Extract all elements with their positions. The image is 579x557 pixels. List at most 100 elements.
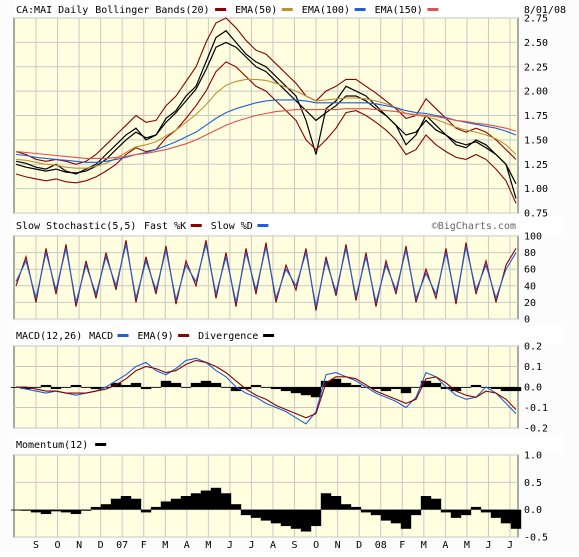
divergence-bar xyxy=(310,387,322,398)
divergence-bar xyxy=(480,509,492,513)
y-tick-label: 2.25 xyxy=(524,62,548,73)
divergence-bar xyxy=(400,509,412,529)
legend-label: EMA(150) xyxy=(375,5,423,16)
panels-layer xyxy=(13,0,564,538)
y-tick-label: 0.1 xyxy=(524,362,542,373)
panel-title: MACD(12,26) xyxy=(16,331,82,342)
x-tick-label: N xyxy=(335,540,341,551)
divergence-bar xyxy=(410,509,422,516)
divergence-bar xyxy=(150,506,162,510)
y-tick-label: 2.75 xyxy=(524,14,548,25)
panel-title: CA:MAI Daily xyxy=(16,5,88,16)
divergence-bar xyxy=(180,496,192,510)
divergence-bar xyxy=(340,504,352,510)
legend-label: Bollinger Bands(20) xyxy=(95,5,209,16)
divergence-bar xyxy=(390,509,402,524)
divergence-bar xyxy=(220,493,232,510)
divergence-bar xyxy=(420,380,432,387)
x-tick-label: O xyxy=(55,540,61,551)
header-date: 8/01/08 xyxy=(524,5,566,16)
divergence-bar xyxy=(190,382,202,387)
series-line xyxy=(15,108,517,159)
divergence-bar xyxy=(430,382,442,387)
divergence-bar xyxy=(110,498,122,510)
y-tick-label: 0.0 xyxy=(524,505,542,516)
divergence-bar xyxy=(140,387,152,390)
divergence-bar xyxy=(130,498,142,510)
x-tick-label: M xyxy=(205,540,211,551)
divergence-bar xyxy=(360,509,372,513)
divergence-bar xyxy=(300,387,312,396)
divergence-bar xyxy=(160,380,172,387)
divergence-bar xyxy=(70,384,82,387)
divergence-bar xyxy=(490,509,502,518)
divergence-bar xyxy=(80,509,92,511)
divergence-bar xyxy=(330,378,342,387)
divergence-bar xyxy=(240,387,252,390)
divergence-bar xyxy=(460,387,472,388)
series-line xyxy=(15,357,517,425)
y-tick-label: 1.50 xyxy=(524,135,548,146)
divergence-bar xyxy=(370,509,382,516)
y-tick-label: 2.50 xyxy=(524,38,548,49)
series-line xyxy=(16,359,517,419)
divergence-bar xyxy=(290,509,302,529)
x-tick-label: F xyxy=(141,540,147,551)
divergence-bar xyxy=(160,501,172,510)
data-layer xyxy=(10,17,522,532)
y-tick-label: 0.0 xyxy=(524,383,542,394)
y-tick-label: 1.75 xyxy=(524,111,548,122)
divergence-bar xyxy=(70,509,82,515)
y-tick-label: 80 xyxy=(524,248,536,259)
divergence-bar xyxy=(230,504,242,510)
divergence-bar xyxy=(170,382,182,387)
y-tick-label: -0.1 xyxy=(524,403,548,414)
divergence-bar xyxy=(410,387,422,388)
divergence-bar xyxy=(380,509,392,521)
divergence-bar xyxy=(40,509,52,515)
panel-title: Slow Stochastic(5,5) xyxy=(16,221,136,232)
y-tick-label: 1.00 xyxy=(524,184,548,195)
divergence-bar xyxy=(340,382,352,387)
divergence-bar xyxy=(450,509,462,518)
divergence-bar xyxy=(510,387,522,392)
y-tick-label: 0.75 xyxy=(524,209,548,220)
divergence-bar xyxy=(370,387,382,390)
divergence-bar xyxy=(380,387,392,392)
divergence-bar xyxy=(50,387,62,390)
divergence-bar xyxy=(500,509,512,524)
divergence-bar xyxy=(430,498,442,510)
y-tick-label: 40 xyxy=(524,281,536,292)
divergence-bar xyxy=(490,387,502,390)
panel-title: Momentum(12) xyxy=(16,440,88,451)
divergence-bar xyxy=(280,387,292,392)
divergence-bar xyxy=(420,496,432,510)
divergence-bar xyxy=(120,384,132,387)
divergence-bar xyxy=(250,509,262,518)
y-tick-label: 0.5 xyxy=(524,478,542,489)
divergence-bar xyxy=(20,509,32,511)
divergence-bar xyxy=(470,384,482,387)
series-line xyxy=(15,244,517,307)
divergence-bar xyxy=(30,387,42,388)
x-tick-label: J xyxy=(227,540,233,551)
watermark: ©BigCharts.com xyxy=(432,221,516,232)
panel-header-band xyxy=(14,435,564,453)
divergence-bar xyxy=(440,509,452,513)
x-tick-label: S xyxy=(33,540,39,551)
divergence-bar xyxy=(190,493,202,510)
y-tick-label: 1.0 xyxy=(524,451,542,462)
divergence-bar xyxy=(330,496,342,510)
y-tick-label: 100 xyxy=(524,232,542,243)
divergence-bar xyxy=(290,387,302,394)
divergence-bar xyxy=(60,387,72,388)
divergence-bar xyxy=(90,387,102,390)
x-tick-label: 07 xyxy=(116,540,128,551)
x-tick-label: M xyxy=(421,540,427,551)
x-tick-label: J xyxy=(248,540,254,551)
divergence-bar xyxy=(510,509,522,529)
x-tick-label: A xyxy=(184,540,190,551)
divergence-bar xyxy=(240,509,252,516)
divergence-bar xyxy=(320,493,332,510)
divergence-bar xyxy=(100,504,112,510)
